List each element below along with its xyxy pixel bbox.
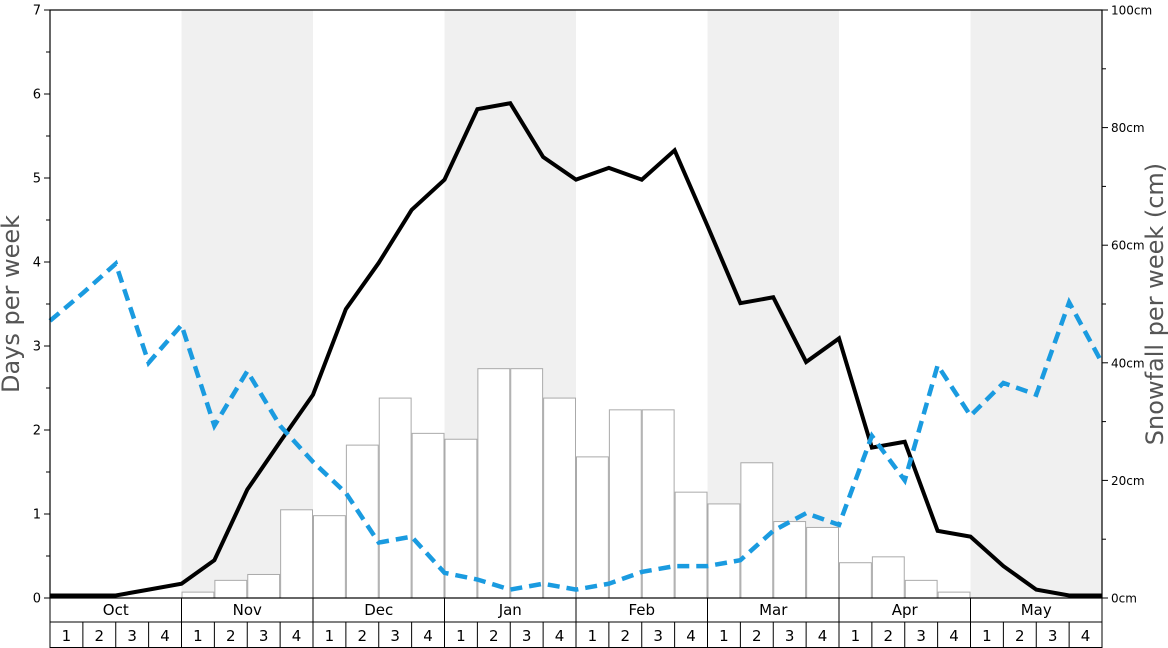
week-label: 1: [62, 627, 72, 645]
month-label: Apr: [892, 601, 919, 619]
month-label: Oct: [103, 601, 129, 619]
data-lines: [48, 101, 1104, 598]
month-label: Jan: [498, 601, 522, 619]
y-tick-label: 2: [33, 424, 41, 439]
week-label: 4: [1081, 627, 1091, 645]
snowfall-bar: [904, 579, 938, 599]
week-label: 2: [884, 627, 894, 645]
week-label: 3: [127, 627, 137, 645]
y2-tick-label: 0cm: [1111, 592, 1137, 606]
y2-tick-label: 100cm: [1111, 4, 1152, 18]
week-label: 4: [423, 627, 433, 645]
y-tick-label: 1: [33, 508, 41, 523]
y-axis-title: Days per week: [0, 215, 25, 393]
snowfall-bar: [839, 562, 872, 599]
week-label: 2: [226, 627, 236, 645]
snowfall-bar: [280, 509, 313, 599]
week-label: 4: [555, 627, 565, 645]
snowfall-bar: [313, 515, 346, 599]
snowfall-bar: [444, 438, 478, 599]
week-label: 4: [818, 627, 828, 645]
week-label: 3: [1048, 627, 1058, 645]
week-label: 1: [982, 627, 992, 645]
week-label: 1: [193, 627, 203, 645]
week-label: 4: [292, 627, 302, 645]
month-shade-nov: [181, 10, 313, 598]
y-tick-label: 4: [33, 256, 41, 271]
solid-line: [50, 101, 1102, 598]
month-label: Nov: [233, 601, 262, 619]
week-label: 2: [621, 627, 631, 645]
week-label: 3: [259, 627, 269, 645]
week-label: 2: [489, 627, 499, 645]
week-label: 4: [949, 627, 959, 645]
month-shading: [181, 10, 1102, 598]
week-label: 1: [851, 627, 861, 645]
snowfall-bar: [510, 368, 544, 599]
snowfall-bar: [247, 573, 281, 599]
snowfall-bar: [214, 579, 248, 599]
month-label: May: [1021, 601, 1052, 619]
snowfall-bar: [740, 462, 774, 599]
snowfall-bar: [378, 397, 412, 599]
week-label: 2: [1015, 627, 1025, 645]
week-label: 1: [588, 627, 598, 645]
month-shade-may: [970, 10, 1102, 598]
right-axis: 0cm 20cm 40cm 60cm 80cm 100cm: [1102, 4, 1152, 606]
snowfall-bar: [411, 432, 445, 599]
y2-tick-label: 20cm: [1111, 474, 1145, 488]
y-tick-label: 0: [33, 592, 41, 607]
month-label: Mar: [759, 601, 788, 619]
week-label: 4: [160, 627, 170, 645]
week-label: 2: [358, 627, 368, 645]
snowfall-bar: [773, 521, 807, 599]
y2-axis-title: Snowfall per week (cm): [1141, 163, 1168, 445]
dashed-line: [48, 259, 1104, 592]
snowfall-bar: [345, 444, 379, 599]
y-tick-label: 5: [33, 172, 41, 187]
snowfall-bar: [576, 456, 609, 599]
y-tick-label: 7: [33, 4, 41, 19]
week-label: 1: [719, 627, 729, 645]
week-label: 3: [390, 627, 400, 645]
week-label: 3: [916, 627, 926, 645]
snowfall-bar: [608, 409, 642, 599]
y2-tick-label: 60cm: [1111, 239, 1145, 253]
snowfall-bar: [543, 397, 576, 599]
snowfall-bar: [806, 526, 839, 599]
month-label: Dec: [364, 601, 393, 619]
week-label: 3: [785, 627, 795, 645]
week-label: 4: [686, 627, 696, 645]
week-label: 1: [456, 627, 466, 645]
week-label: 3: [653, 627, 663, 645]
month-label: Feb: [628, 601, 655, 619]
snowfall-bar: [477, 368, 511, 599]
y2-tick-label: 40cm: [1111, 356, 1145, 370]
left-axis: 0 1 2 3 4 5 6 7: [33, 4, 50, 607]
y-tick-label: 3: [33, 340, 41, 355]
week-label: 2: [95, 627, 105, 645]
snowfall-bar: [937, 591, 971, 599]
y2-tick-label: 80cm: [1111, 121, 1145, 135]
week-label: 1: [325, 627, 335, 645]
month-week-axis: Oct 1 2 3 4 Nov 1 2 3 4 Dec 1 2 3 4 Jan 1 2 3 4 Feb 1 2 3 4 Mar 1 2…: [49, 598, 1103, 648]
snowfall-bar: [871, 556, 905, 599]
week-label: 2: [752, 627, 762, 645]
snowfall-bar: [707, 503, 741, 599]
snowfall-bar: [674, 491, 708, 599]
y-tick-label: 6: [33, 88, 41, 103]
snowfall-bar: [181, 591, 215, 599]
week-label: 3: [522, 627, 532, 645]
